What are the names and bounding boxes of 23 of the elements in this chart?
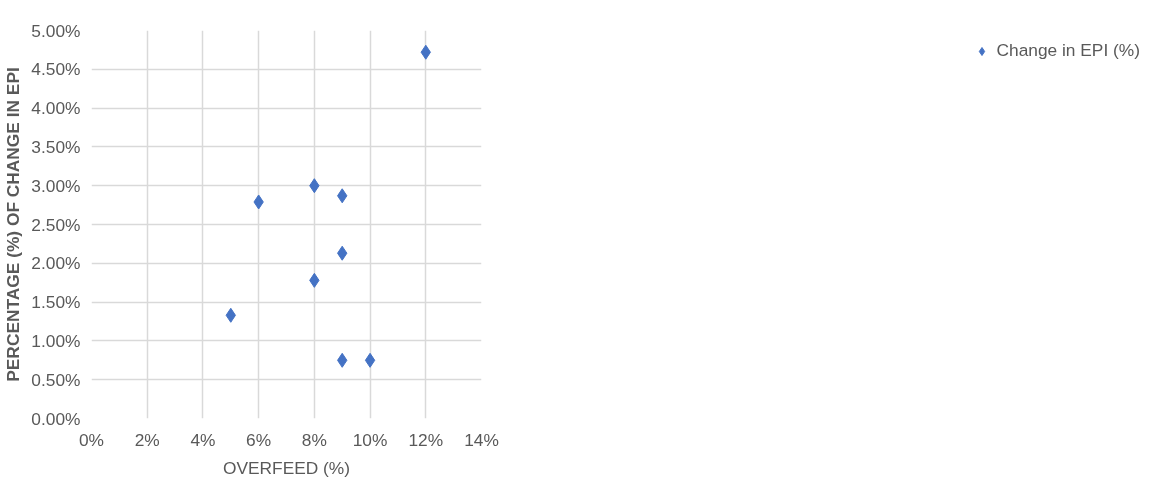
legend-label: Change in EPI (%) [996,40,1140,61]
y-tick-label: 5.00% [31,20,81,41]
y-tick-label: 0.50% [31,369,81,390]
x-tick-label: 4% [190,429,216,450]
x-tick-label: 6% [246,429,272,450]
x-tick-label: 12% [408,429,444,450]
x-tick-label: 14% [464,429,499,450]
x-tick-label: 0% [78,429,105,450]
y-tick-label: 3.50% [31,136,81,157]
x-axis-title: OVERFEED (%) [222,457,351,478]
point [364,352,376,368]
y-tick-label: 1.50% [31,292,81,313]
y-tick-label: 1.00% [31,330,81,351]
y-axis-title: PERCENTAGE (%) OF CHANGE IN EPI [3,67,24,382]
y-tick-label: 2.00% [31,253,81,274]
y-tick-label: 4.00% [31,98,81,119]
y-tick-label: 3.00% [31,175,81,196]
y-tick-label: 4.50% [31,59,81,80]
x-tick-label: 8% [301,429,327,450]
y-tick-label: 2.50% [31,214,81,235]
x-tick-label: 10% [352,429,388,450]
y-tick-label: 0.00% [31,408,81,429]
x-tick-label: 2% [134,429,160,450]
